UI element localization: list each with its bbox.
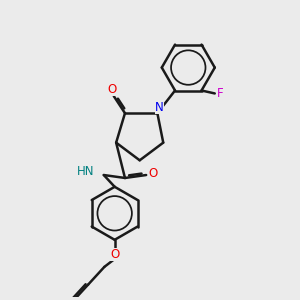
Text: O: O [110, 248, 119, 261]
Text: O: O [108, 83, 117, 96]
Text: O: O [148, 167, 157, 180]
Text: HN: HN [77, 165, 94, 178]
Text: F: F [218, 87, 224, 100]
Text: N: N [155, 101, 164, 114]
